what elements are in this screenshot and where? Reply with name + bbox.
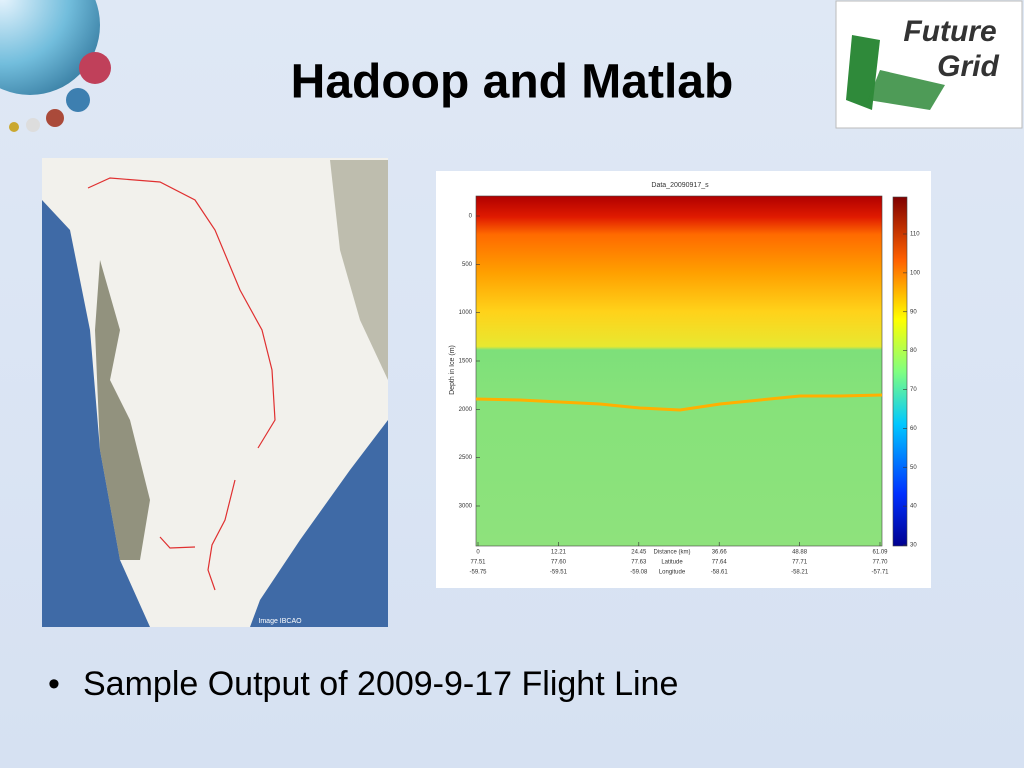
logo: Future Grid xyxy=(835,0,1023,129)
y-axis-label: Depth in Ice (m) xyxy=(449,345,456,395)
x-tick-label: 48.88 xyxy=(792,550,808,556)
map-credit: Image IBCAO xyxy=(258,618,302,625)
y-tick-label: 0 xyxy=(469,214,473,220)
slide-title: Hadoop and Matlab xyxy=(291,56,734,109)
colorbar-tick-label: 100 xyxy=(910,270,921,276)
y-tick-label: 500 xyxy=(462,262,473,268)
logo-text: Grid xyxy=(937,50,999,83)
radargram: Data_20090917_s Depth in Ice (m) xyxy=(436,171,931,588)
x-tick-label: 77.64 xyxy=(712,560,728,566)
colorbar-tick-label: 50 xyxy=(910,465,917,471)
y-tick-label: 3000 xyxy=(459,504,473,510)
y-tick-label: 2500 xyxy=(459,455,473,461)
colorbar-tick-label: 40 xyxy=(910,504,917,510)
x-tick-label: 61.09 xyxy=(872,550,888,556)
y-tick-label: 1000 xyxy=(459,310,473,316)
radargram-title: Data_20090917_s xyxy=(651,182,709,189)
x-tick-label: 77.71 xyxy=(792,560,808,566)
colorbar-tick-label: 30 xyxy=(910,543,917,549)
x-tick-label: -59.51 xyxy=(550,570,568,576)
x-tick-label: 77.51 xyxy=(470,560,486,566)
x-tick-label: 24.45 xyxy=(631,550,647,556)
x-tick-label: -59.75 xyxy=(469,570,487,576)
x-tick-label: 77.70 xyxy=(872,560,888,566)
colorbar-tick-label: 90 xyxy=(910,309,917,315)
x-row-label: Distance (km) xyxy=(653,550,690,556)
colorbar-tick-label: 80 xyxy=(910,348,917,354)
bullet-dot: • xyxy=(48,665,60,703)
map-image: Image IBCAO xyxy=(42,158,388,627)
x-tick-label: -58.61 xyxy=(711,570,729,576)
colorbar-tick-label: 60 xyxy=(910,426,917,432)
y-tick-label: 2000 xyxy=(459,407,473,413)
colorbar-tick-label: 110 xyxy=(910,232,920,238)
x-row-label: Latitude xyxy=(661,560,683,566)
x-tick-label: 77.63 xyxy=(631,560,647,566)
bullet-text: Sample Output of 2009-9-17 Flight Line xyxy=(83,665,678,703)
x-tick-label: 77.60 xyxy=(551,560,567,566)
x-tick-label: 12.21 xyxy=(551,550,567,556)
colorbar-tick-label: 70 xyxy=(910,387,917,393)
logo-text: Future xyxy=(903,15,996,48)
x-tick-label: -58.21 xyxy=(791,570,809,576)
x-tick-label: 0 xyxy=(476,550,480,556)
x-tick-label: 36.66 xyxy=(712,550,728,556)
x-tick-label: -59.08 xyxy=(630,570,648,576)
globe-decoration xyxy=(0,0,111,132)
x-row-label: Longitude xyxy=(659,570,686,576)
y-tick-label: 1500 xyxy=(459,359,473,365)
x-tick-label: -57.71 xyxy=(871,570,889,576)
